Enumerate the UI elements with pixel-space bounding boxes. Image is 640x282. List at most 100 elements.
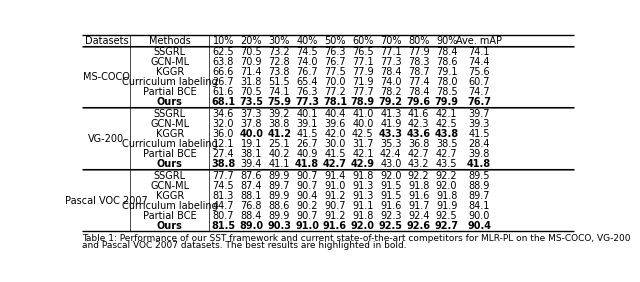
Text: 91.8: 91.8 (436, 191, 457, 201)
Text: Ours: Ours (157, 221, 183, 231)
Text: 92.4: 92.4 (408, 211, 429, 221)
Text: 91.3: 91.3 (352, 181, 374, 191)
Text: 40%: 40% (296, 36, 318, 46)
Text: 91.4: 91.4 (324, 171, 346, 181)
Text: 38.5: 38.5 (436, 139, 458, 149)
Text: 41.0: 41.0 (352, 109, 374, 119)
Text: 78.0: 78.0 (436, 77, 458, 87)
Text: 77.5: 77.5 (324, 67, 346, 77)
Text: 41.5: 41.5 (468, 129, 490, 139)
Text: 90.2: 90.2 (296, 201, 318, 211)
Text: 91.0: 91.0 (295, 221, 319, 231)
Text: 89.7: 89.7 (268, 181, 290, 191)
Text: 92.0: 92.0 (380, 171, 401, 181)
Text: 42.3: 42.3 (408, 119, 429, 129)
Text: 31.8: 31.8 (241, 77, 262, 87)
Text: MS-COCO: MS-COCO (83, 72, 130, 82)
Text: 92.2: 92.2 (436, 171, 458, 181)
Text: 60%: 60% (352, 36, 374, 46)
Text: 26.7: 26.7 (296, 139, 318, 149)
Text: 78.7: 78.7 (408, 67, 429, 77)
Text: 81.5: 81.5 (211, 221, 236, 231)
Text: and Pascal VOC 2007 datasets. The best results are highlighted in bold.: and Pascal VOC 2007 datasets. The best r… (83, 241, 407, 250)
Text: 41.6: 41.6 (408, 109, 429, 119)
Text: 19.1: 19.1 (241, 139, 262, 149)
Text: 31.7: 31.7 (352, 139, 374, 149)
Text: 41.8: 41.8 (295, 159, 319, 169)
Text: 27.4: 27.4 (212, 149, 234, 159)
Text: 90.7: 90.7 (296, 211, 318, 221)
Text: 41.1: 41.1 (269, 159, 290, 169)
Text: VG-200: VG-200 (88, 134, 124, 144)
Text: 43.6: 43.6 (406, 129, 431, 139)
Text: 91.5: 91.5 (380, 181, 401, 191)
Text: 39.2: 39.2 (268, 109, 290, 119)
Text: 88.4: 88.4 (241, 211, 262, 221)
Text: 79.2: 79.2 (379, 97, 403, 107)
Text: 42.5: 42.5 (352, 129, 374, 139)
Text: Curriculum labeling: Curriculum labeling (122, 139, 218, 149)
Text: 74.0: 74.0 (380, 77, 401, 87)
Text: 78.9: 78.9 (351, 97, 375, 107)
Text: 40.9: 40.9 (296, 149, 318, 159)
Text: 91.3: 91.3 (352, 191, 374, 201)
Text: 78.4: 78.4 (408, 87, 429, 97)
Text: 88.6: 88.6 (269, 201, 290, 211)
Text: 72.8: 72.8 (268, 57, 290, 67)
Text: 74.0: 74.0 (296, 57, 318, 67)
Text: 79.6: 79.6 (406, 97, 431, 107)
Text: 92.5: 92.5 (379, 221, 403, 231)
Text: 81.3: 81.3 (212, 191, 234, 201)
Text: 76.7: 76.7 (324, 57, 346, 67)
Text: 77.3: 77.3 (295, 97, 319, 107)
Text: 90.7: 90.7 (296, 171, 318, 181)
Text: Pascal VOC 2007: Pascal VOC 2007 (65, 196, 148, 206)
Text: KGGR: KGGR (156, 129, 184, 139)
Text: 80.7: 80.7 (212, 211, 234, 221)
Text: 39.4: 39.4 (241, 159, 262, 169)
Text: 77.9: 77.9 (352, 67, 374, 77)
Text: 74.1: 74.1 (468, 47, 490, 57)
Text: 91.2: 91.2 (324, 211, 346, 221)
Text: 32.0: 32.0 (212, 119, 234, 129)
Text: 92.2: 92.2 (408, 171, 429, 181)
Text: 90.4: 90.4 (296, 191, 318, 201)
Text: 41.2: 41.2 (267, 129, 291, 139)
Text: Datasets: Datasets (84, 36, 128, 46)
Text: GCN-ML: GCN-ML (150, 181, 189, 191)
Text: 77.7: 77.7 (212, 171, 234, 181)
Text: 75.6: 75.6 (468, 67, 490, 77)
Text: 91.0: 91.0 (324, 181, 346, 191)
Text: 40.0: 40.0 (352, 119, 374, 129)
Text: 66.6: 66.6 (212, 67, 234, 77)
Text: Ours: Ours (157, 97, 183, 107)
Text: 60.7: 60.7 (468, 77, 490, 87)
Text: 61.6: 61.6 (212, 87, 234, 97)
Text: 76.3: 76.3 (324, 47, 346, 57)
Text: Curriculum labeling: Curriculum labeling (122, 201, 218, 211)
Text: 42.7: 42.7 (436, 149, 458, 159)
Text: 20%: 20% (241, 36, 262, 46)
Text: 90%: 90% (436, 36, 457, 46)
Text: 41.9: 41.9 (380, 119, 401, 129)
Text: 89.5: 89.5 (468, 171, 490, 181)
Text: 70.5: 70.5 (241, 47, 262, 57)
Text: 79.1: 79.1 (436, 67, 458, 77)
Text: Table 1: Performance of our SST framework and current state-of-the-art competito: Table 1: Performance of our SST framewor… (83, 234, 631, 243)
Text: 71.4: 71.4 (241, 67, 262, 77)
Text: SSGRL: SSGRL (154, 171, 186, 181)
Text: 43.2: 43.2 (408, 159, 429, 169)
Text: 41.8: 41.8 (467, 159, 491, 169)
Text: 75.9: 75.9 (267, 97, 291, 107)
Text: 77.2: 77.2 (324, 87, 346, 97)
Text: 39.7: 39.7 (468, 109, 490, 119)
Text: 78.2: 78.2 (380, 87, 401, 97)
Text: 40.2: 40.2 (268, 149, 290, 159)
Text: 74.4: 74.4 (468, 57, 490, 67)
Text: 73.2: 73.2 (268, 47, 290, 57)
Text: 91.8: 91.8 (352, 171, 374, 181)
Text: KGGR: KGGR (156, 67, 184, 77)
Text: 42.4: 42.4 (380, 149, 401, 159)
Text: 68.1: 68.1 (211, 97, 236, 107)
Text: 77.4: 77.4 (408, 77, 429, 87)
